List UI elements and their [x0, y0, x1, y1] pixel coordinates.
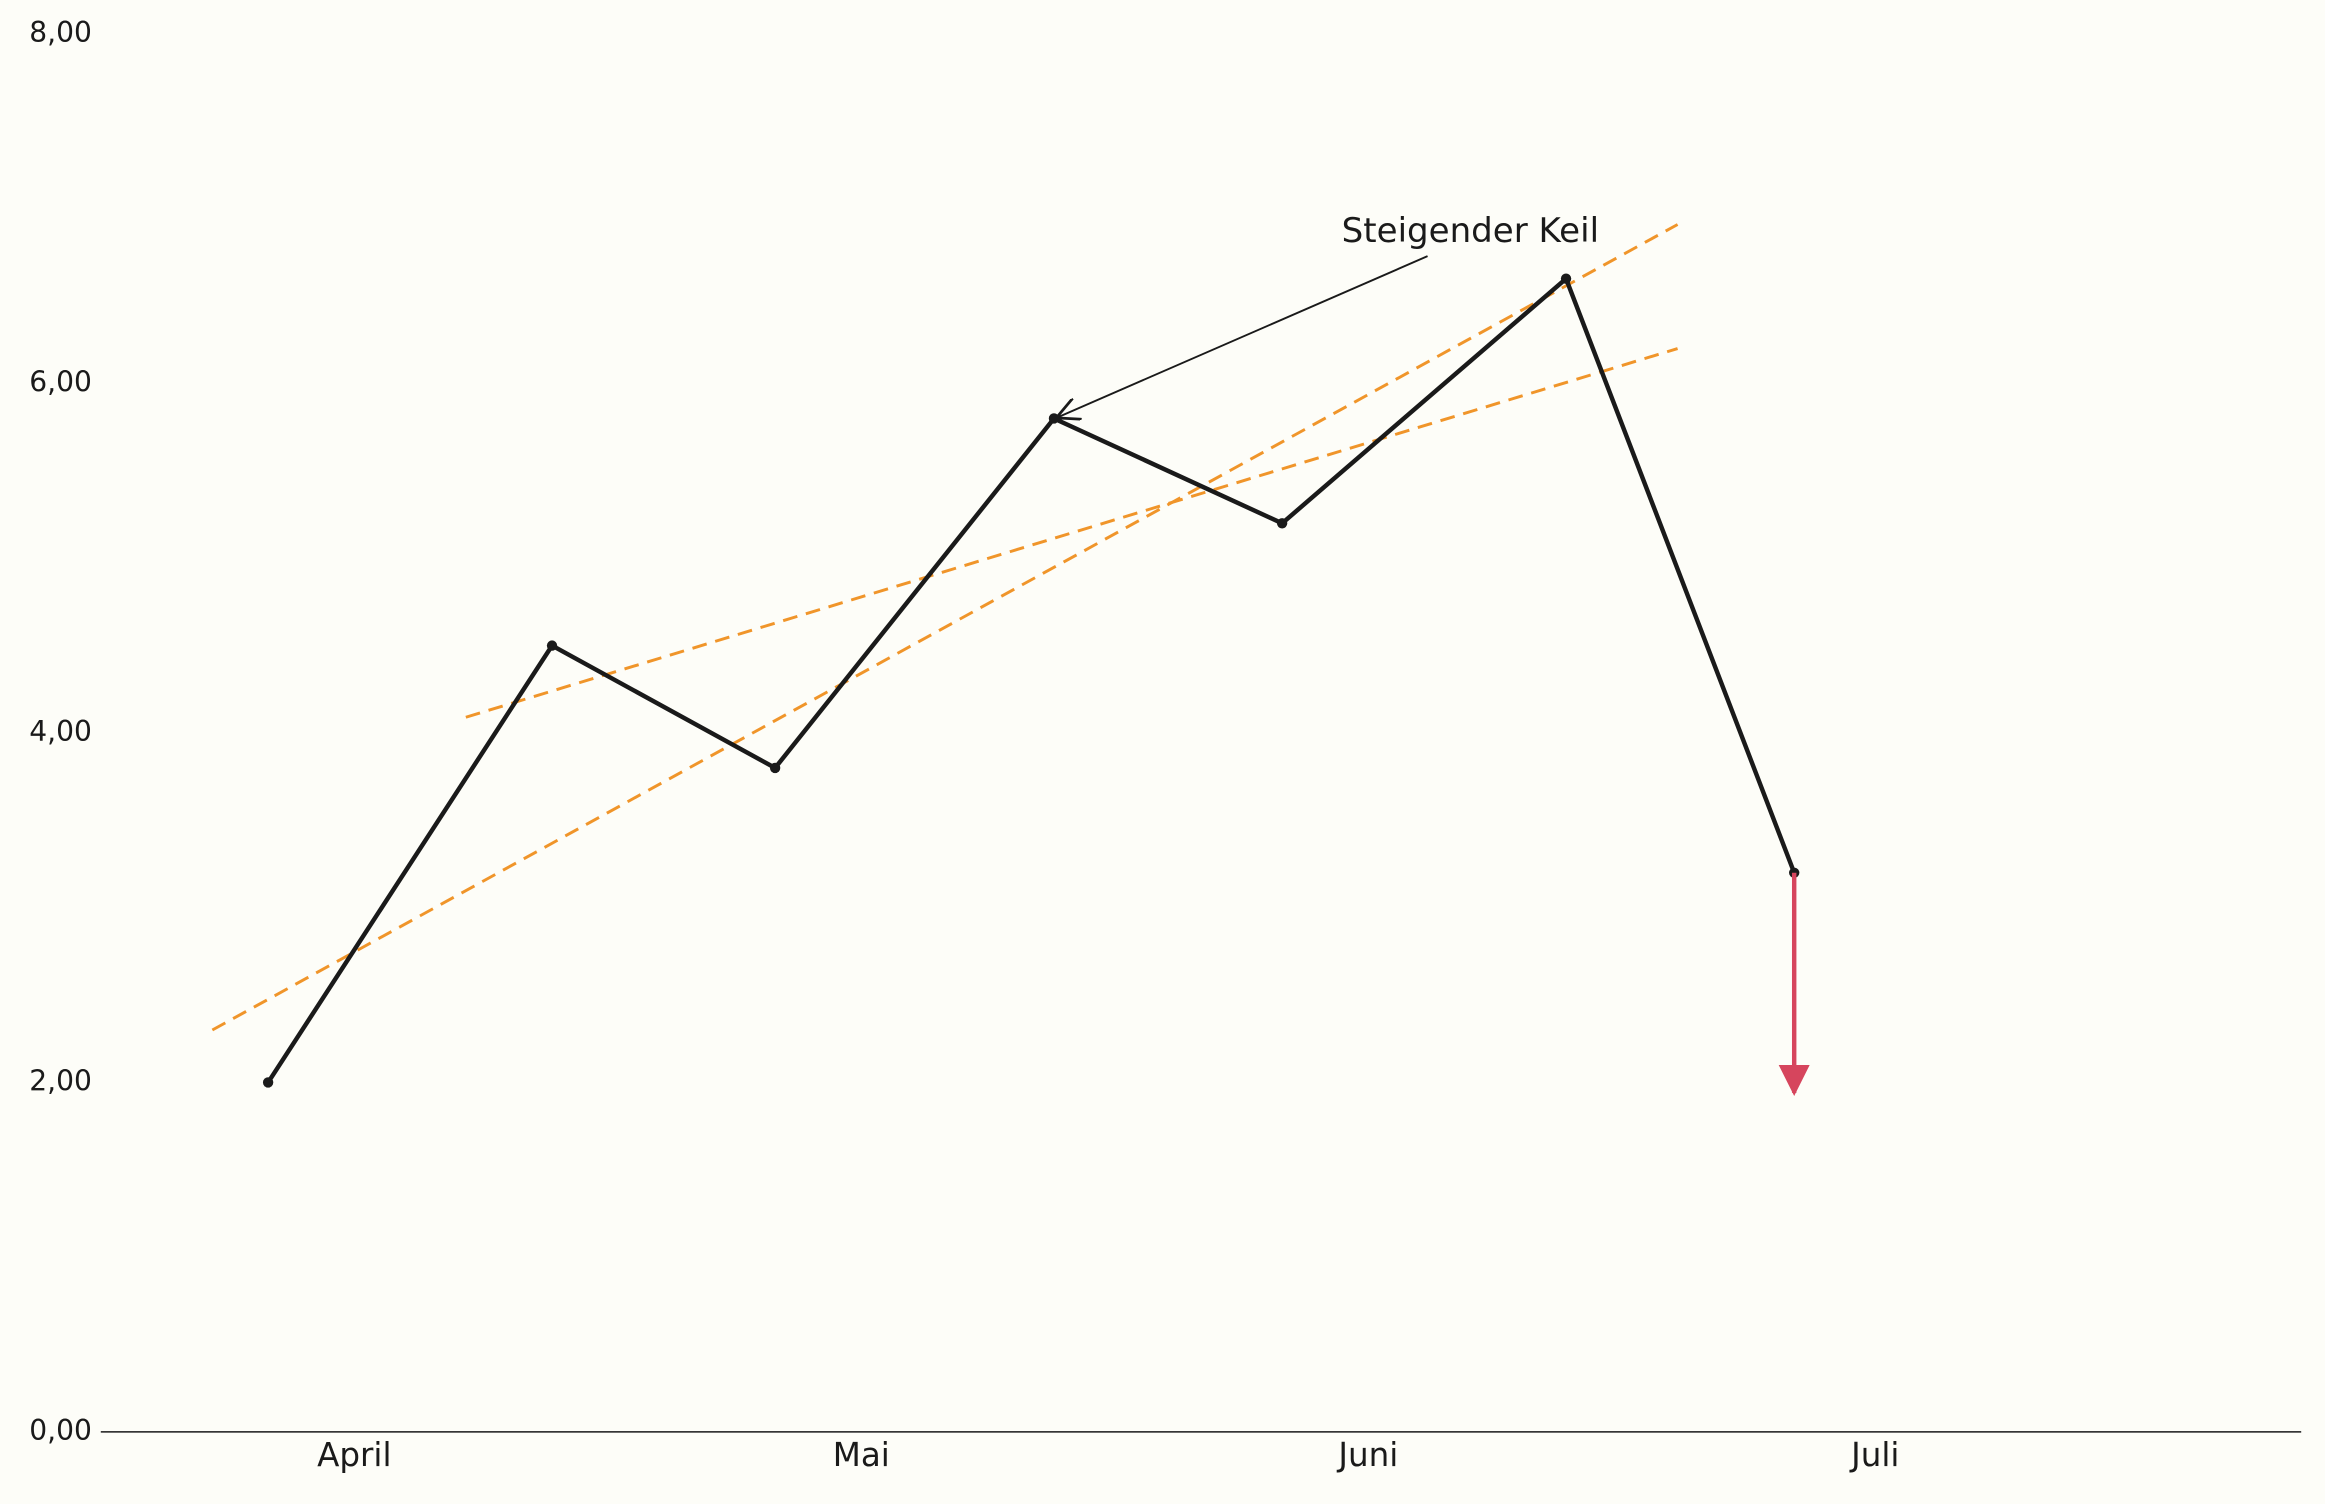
trendline	[211, 223, 1679, 1032]
point	[546, 640, 558, 651]
y-tick-label: 2,00	[29, 1064, 92, 1097]
trendline	[465, 347, 1679, 719]
y-tick-label: 8,00	[29, 16, 92, 49]
x-tick-label: Juli	[1849, 1436, 1899, 1474]
annotation: Steigender Keil	[1342, 211, 1599, 251]
point	[1560, 273, 1572, 284]
point	[769, 762, 781, 774]
x-tick-label: Juni	[1336, 1436, 1398, 1474]
annotation-arrow	[1058, 255, 1428, 417]
point	[262, 1077, 274, 1088]
x-tick-label: Mai	[833, 1436, 890, 1474]
y-tick-label: 6,00	[29, 366, 92, 399]
point	[1048, 413, 1060, 424]
y-tick-label: 4,00	[29, 715, 92, 748]
x-tick-label: April	[317, 1436, 391, 1474]
point	[1276, 518, 1288, 529]
y-tick-label: 0,00	[29, 1414, 92, 1447]
